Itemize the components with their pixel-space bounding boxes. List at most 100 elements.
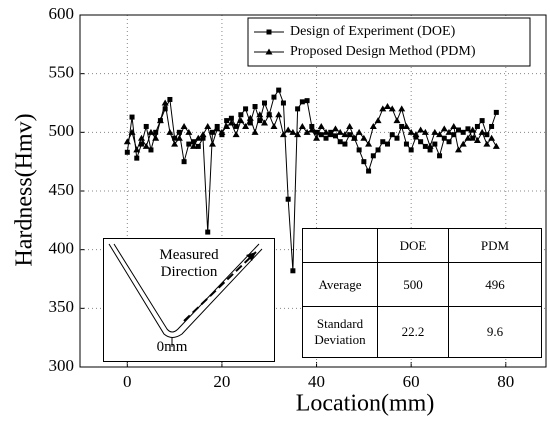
row-label: Standard Deviation xyxy=(302,306,378,358)
marker xyxy=(128,128,136,135)
marker xyxy=(191,139,197,145)
marker xyxy=(233,123,239,129)
marker xyxy=(356,147,362,153)
marker xyxy=(124,149,130,155)
marker xyxy=(418,139,424,145)
marker xyxy=(492,142,500,149)
marker xyxy=(223,122,231,129)
row-label: Average xyxy=(302,262,378,307)
x-tick-label: 80 xyxy=(497,372,514,391)
marker xyxy=(304,98,310,104)
marker xyxy=(147,128,155,135)
marker xyxy=(332,133,338,139)
marker xyxy=(470,135,476,141)
marker xyxy=(228,115,234,121)
marker xyxy=(143,123,149,129)
marker xyxy=(252,104,258,110)
marker xyxy=(465,126,471,132)
y-tick-label: 450 xyxy=(49,180,75,199)
marker xyxy=(275,111,283,118)
marker xyxy=(437,153,443,159)
marker xyxy=(200,135,206,141)
marker xyxy=(172,135,178,141)
marker xyxy=(289,128,297,135)
marker xyxy=(342,141,348,147)
marker xyxy=(237,117,245,124)
marker xyxy=(279,131,287,138)
marker xyxy=(427,147,433,153)
x-tick-label: 20 xyxy=(213,372,230,391)
marker xyxy=(341,131,349,138)
marker xyxy=(369,122,377,129)
marker xyxy=(360,134,368,141)
marker xyxy=(243,106,249,112)
marker xyxy=(280,100,286,106)
marker xyxy=(440,125,448,132)
marker xyxy=(171,140,179,147)
marker xyxy=(270,122,278,129)
marker xyxy=(295,106,301,112)
marker xyxy=(318,132,324,138)
marker xyxy=(265,111,273,118)
marker xyxy=(190,142,198,149)
marker xyxy=(142,142,150,149)
marker xyxy=(309,123,315,129)
marker xyxy=(347,132,353,138)
marker xyxy=(350,134,358,141)
marker xyxy=(238,112,244,118)
marker xyxy=(257,118,263,124)
x-axis-label: Location(mm) xyxy=(296,391,435,417)
marker xyxy=(488,134,496,141)
table-header: DOE PDM xyxy=(302,228,542,263)
x-tick-label: 0 xyxy=(123,372,132,391)
marker xyxy=(323,135,329,141)
marker xyxy=(162,106,168,112)
marker xyxy=(208,140,216,147)
marker xyxy=(313,134,321,141)
marker xyxy=(336,128,344,135)
y-tick-label: 400 xyxy=(49,239,75,258)
marker xyxy=(421,128,429,135)
marker xyxy=(247,120,253,126)
inset-table: DOE PDM Average 500 496 Standard Deviation 22.… xyxy=(302,228,542,358)
marker xyxy=(399,123,405,129)
marker xyxy=(394,135,400,141)
column-header: PDM xyxy=(448,228,542,263)
marker xyxy=(460,129,466,135)
y-tick-label: 550 xyxy=(49,63,75,82)
marker xyxy=(180,122,188,129)
marker xyxy=(469,126,477,133)
marker xyxy=(298,122,306,129)
marker xyxy=(265,48,273,55)
marker xyxy=(317,122,325,129)
marker xyxy=(194,134,202,141)
marker xyxy=(148,147,154,153)
marker xyxy=(242,122,250,129)
marker xyxy=(266,29,272,35)
marker xyxy=(370,153,376,159)
table-value: 22.2 xyxy=(377,306,449,358)
marker xyxy=(246,114,254,121)
marker xyxy=(224,118,230,124)
marker xyxy=(138,134,146,141)
table-value: 9.6 xyxy=(448,306,542,358)
marker xyxy=(479,118,485,124)
y-tick-label: 500 xyxy=(49,121,75,140)
marker xyxy=(129,114,135,120)
marker xyxy=(402,122,410,129)
marker xyxy=(489,123,495,129)
marker xyxy=(251,128,259,135)
plot-frame xyxy=(79,14,547,368)
marker xyxy=(167,96,173,102)
marker xyxy=(431,128,439,135)
marker xyxy=(123,138,131,145)
marker xyxy=(133,146,141,153)
x-tick-label: 60 xyxy=(403,372,420,391)
marker xyxy=(365,140,373,147)
marker xyxy=(384,103,392,110)
marker xyxy=(374,117,382,124)
marker xyxy=(403,141,409,147)
marker xyxy=(483,140,491,147)
table-value: 500 xyxy=(377,262,449,307)
table-row: Standard Deviation 22.2 9.6 xyxy=(302,306,542,358)
